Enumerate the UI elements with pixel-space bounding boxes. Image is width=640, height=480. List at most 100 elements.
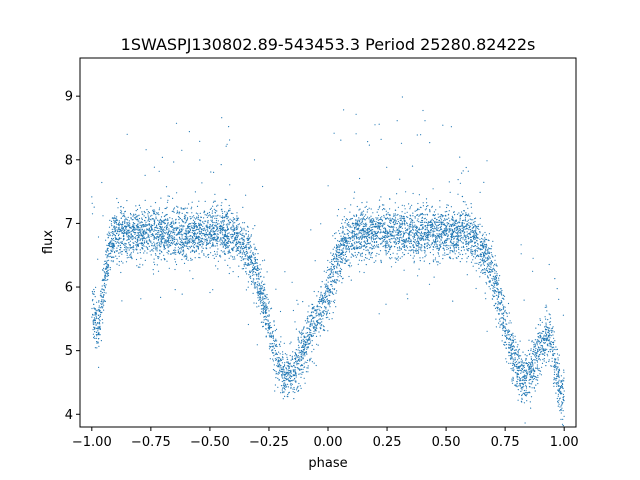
data-point bbox=[432, 231, 435, 233]
data-point bbox=[466, 231, 468, 233]
data-point bbox=[172, 220, 174, 222]
data-point bbox=[429, 251, 431, 254]
data-point bbox=[175, 227, 177, 229]
data-point bbox=[364, 240, 366, 242]
data-point bbox=[484, 271, 487, 273]
data-point bbox=[404, 244, 406, 246]
data-point bbox=[488, 255, 490, 257]
data-point bbox=[225, 214, 227, 216]
data-point bbox=[553, 373, 556, 376]
data-point bbox=[119, 244, 121, 246]
data-point bbox=[117, 201, 119, 204]
data-point bbox=[268, 345, 271, 347]
data-point bbox=[163, 215, 165, 218]
data-point bbox=[498, 279, 500, 281]
data-point bbox=[340, 249, 342, 251]
data-point bbox=[440, 239, 442, 241]
data-point bbox=[365, 214, 367, 216]
data-point bbox=[183, 225, 185, 227]
data-point bbox=[349, 266, 351, 268]
data-point bbox=[441, 236, 443, 238]
data-point bbox=[555, 379, 557, 381]
data-point bbox=[294, 366, 296, 368]
data-point bbox=[331, 254, 333, 256]
data-point bbox=[377, 208, 379, 211]
data-point bbox=[251, 263, 253, 265]
data-point bbox=[561, 423, 564, 425]
data-point bbox=[534, 346, 536, 348]
data-point bbox=[314, 327, 316, 329]
data-point bbox=[488, 251, 490, 253]
data-point bbox=[394, 234, 396, 236]
data-point bbox=[162, 242, 164, 244]
data-point bbox=[170, 239, 172, 242]
data-point bbox=[184, 230, 187, 232]
data-point bbox=[366, 217, 368, 220]
data-point bbox=[491, 277, 493, 280]
data-point bbox=[160, 229, 162, 231]
data-point bbox=[563, 390, 565, 392]
data-point bbox=[173, 207, 176, 209]
data-point bbox=[157, 212, 159, 214]
data-point bbox=[511, 382, 514, 384]
data-point bbox=[216, 228, 218, 230]
data-point bbox=[102, 299, 104, 301]
data-point bbox=[316, 310, 318, 312]
data-point bbox=[336, 272, 338, 274]
data-point bbox=[154, 263, 156, 266]
data-point bbox=[151, 227, 153, 229]
data-point bbox=[304, 353, 306, 355]
data-point bbox=[150, 235, 152, 237]
data-point bbox=[150, 240, 152, 242]
data-point bbox=[485, 257, 487, 259]
data-point bbox=[139, 227, 141, 229]
data-point bbox=[122, 234, 125, 236]
data-point bbox=[228, 210, 230, 212]
data-point bbox=[557, 373, 559, 376]
data-point bbox=[516, 346, 518, 348]
data-point bbox=[533, 359, 535, 361]
data-point bbox=[167, 237, 169, 239]
data-point bbox=[234, 228, 236, 230]
data-point bbox=[492, 279, 494, 281]
data-point bbox=[541, 321, 543, 323]
data-point bbox=[221, 244, 223, 246]
data-point bbox=[426, 247, 428, 250]
data-point bbox=[506, 315, 508, 317]
data-point bbox=[442, 124, 444, 126]
data-point bbox=[537, 383, 539, 385]
data-point bbox=[335, 306, 337, 308]
data-point bbox=[428, 244, 431, 246]
data-point bbox=[341, 252, 343, 254]
data-point bbox=[196, 237, 198, 239]
data-point bbox=[414, 210, 416, 212]
data-point bbox=[459, 228, 461, 231]
data-point bbox=[560, 381, 562, 383]
data-point bbox=[537, 368, 539, 370]
data-point bbox=[474, 253, 476, 255]
data-point bbox=[321, 281, 323, 283]
data-point bbox=[534, 349, 536, 351]
data-point bbox=[138, 233, 140, 235]
data-point bbox=[370, 230, 372, 232]
data-point bbox=[441, 216, 443, 218]
data-point bbox=[526, 375, 528, 377]
data-point bbox=[529, 392, 531, 394]
data-point bbox=[515, 349, 518, 351]
data-point bbox=[217, 220, 219, 222]
data-point bbox=[321, 303, 323, 305]
data-point bbox=[417, 252, 419, 254]
data-point bbox=[199, 241, 201, 243]
data-point bbox=[193, 215, 195, 217]
data-point bbox=[403, 205, 405, 207]
data-point bbox=[512, 367, 515, 369]
data-point bbox=[442, 241, 444, 243]
data-point bbox=[460, 233, 462, 235]
data-point bbox=[508, 355, 510, 357]
data-point bbox=[156, 237, 158, 239]
data-point bbox=[340, 238, 342, 240]
data-point bbox=[424, 120, 426, 122]
data-point bbox=[181, 229, 183, 232]
data-point bbox=[557, 395, 559, 397]
data-point bbox=[152, 235, 154, 237]
